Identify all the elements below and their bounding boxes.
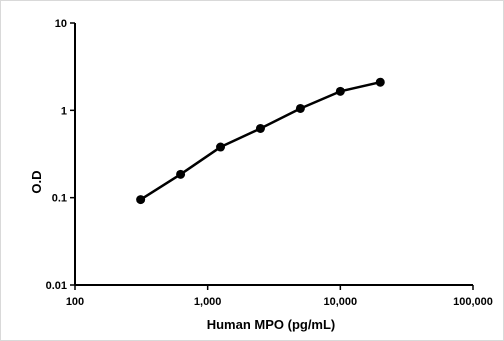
y-tick-label: 0.1 xyxy=(52,193,67,205)
x-tick-label: 100,000 xyxy=(453,296,493,308)
y-tick-label: 1 xyxy=(61,105,67,117)
series-line xyxy=(139,80,381,201)
data-point xyxy=(176,169,186,179)
x-tick-label: 100 xyxy=(66,296,84,308)
y-tick-label: 0.01 xyxy=(46,280,67,292)
x-tick-label: 10,000 xyxy=(324,296,358,308)
axes xyxy=(74,23,473,286)
series-group xyxy=(136,77,385,205)
data-point xyxy=(295,103,305,113)
data-point xyxy=(216,142,226,152)
x-tick-label: 1,000 xyxy=(194,296,222,308)
y-axis-ticks: 0.01 0.1 1 10 xyxy=(46,18,75,292)
y-tick-label: 10 xyxy=(55,18,67,30)
data-point xyxy=(255,123,265,133)
x-axis-title: Human MPO (pg/mL) xyxy=(207,317,336,332)
x-axis-ticks: 100 1,000 10,000 100,000 xyxy=(66,285,493,308)
data-point xyxy=(335,86,345,96)
data-point xyxy=(136,195,146,205)
data-point xyxy=(375,77,385,87)
y-axis-title: O.D xyxy=(29,170,44,193)
